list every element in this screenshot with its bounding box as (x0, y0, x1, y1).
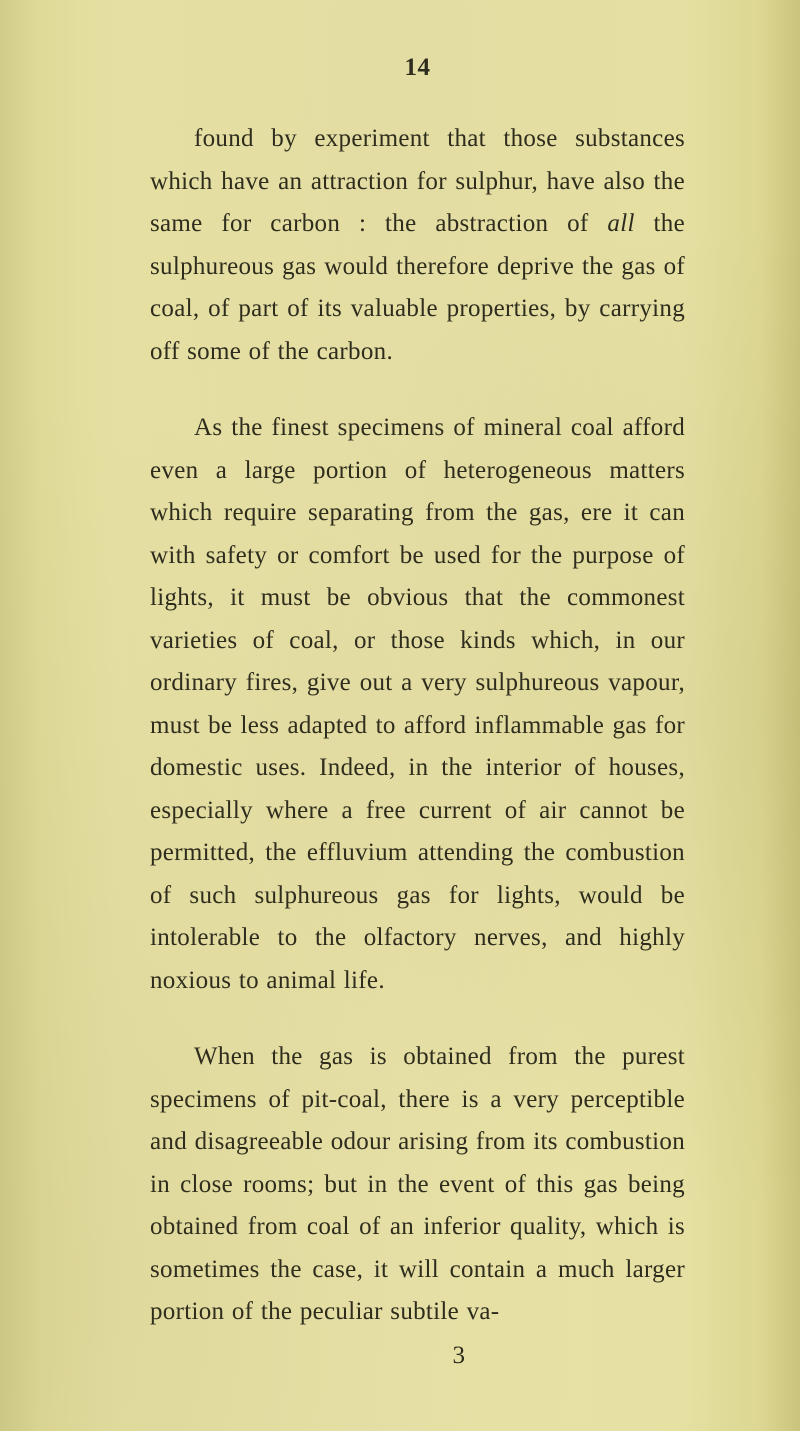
catchword: 3 (150, 1342, 685, 1370)
paragraph-3: When the gas is obtained from the purest… (150, 1036, 685, 1334)
para1-part-a: found by experiment that those substance… (150, 125, 685, 237)
para1-italic-all: all (607, 210, 634, 237)
paragraph-2: As the finest specimens of mineral coal … (150, 407, 685, 1002)
paragraph-1: found by experiment that those substance… (150, 118, 685, 373)
book-page: 14 found by experiment that those substa… (0, 0, 800, 1431)
page-number: 14 (150, 54, 685, 82)
